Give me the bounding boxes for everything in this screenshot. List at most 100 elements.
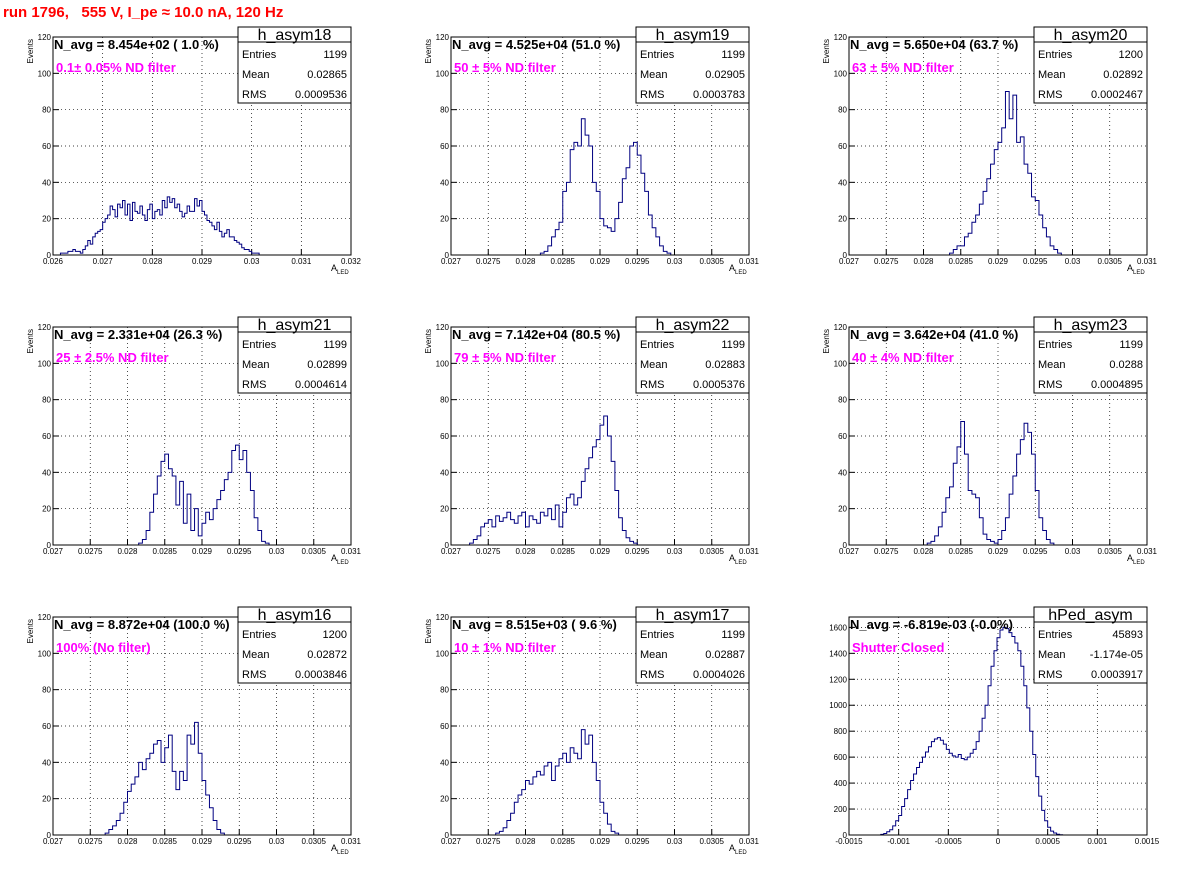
x-tick-label: -0.0005 xyxy=(935,837,963,846)
plot-frame xyxy=(848,36,1148,256)
x-tick-label: 0.0285 xyxy=(551,547,576,556)
x-tick-label: 0.029 xyxy=(988,547,1009,556)
x-tick-label: 0.03 xyxy=(667,257,683,266)
histogram-panel-h_asym22: 0.027 0.0275 0.028 0.0285 0.029 0.0295 0.03 0.0… xyxy=(424,316,760,566)
y-tick-label: 60 xyxy=(42,432,51,441)
histogram-panel-h_asym16: 0.027 0.0275 0.028 0.0285 0.029 0.0295 0.03 0.0… xyxy=(26,606,362,856)
histogram-name: hPed_asym xyxy=(1048,607,1133,624)
x-axis-label: ALED xyxy=(729,553,747,566)
x-tick-label: 0.027 xyxy=(43,547,64,556)
x-tick-label: 0.029 xyxy=(590,547,611,556)
x-tick-label: 0.026 xyxy=(43,257,64,266)
histogram-line xyxy=(57,196,339,256)
x-tick-label: 0.03 xyxy=(667,837,683,846)
y-tick-label: 60 xyxy=(440,142,449,151)
x-tick-label: 0.0275 xyxy=(476,547,501,556)
y-tick-label: 80 xyxy=(440,396,449,405)
stats-label: Entries xyxy=(1038,629,1073,641)
x-tick-label: 0.028 xyxy=(913,257,934,266)
y-tick-label: 0 xyxy=(445,251,450,260)
histogram-panel-h_asym19: 0.027 0.0275 0.028 0.0285 0.029 0.0295 0.03 0.0… xyxy=(424,26,760,276)
x-tick-label: 0.0295 xyxy=(625,547,650,556)
x-tick-label: 0.027 xyxy=(43,837,64,846)
stats-box xyxy=(237,316,352,394)
x-tick-label: 0.029 xyxy=(192,257,213,266)
y-axis-label: Events xyxy=(424,39,433,63)
filter-label: Shutter Closed xyxy=(852,640,945,655)
x-tick-label: 0.031 xyxy=(291,257,312,266)
x-tick-label: 0.0285 xyxy=(949,257,974,266)
stats-value: 0.0004026 xyxy=(693,669,745,681)
x-tick-label: 0.028 xyxy=(142,257,163,266)
x-tick-label: 0.0295 xyxy=(625,837,650,846)
stats-value: 45893 xyxy=(1112,629,1143,641)
x-axis-label: ALED xyxy=(729,263,747,276)
y-tick-label: 80 xyxy=(440,686,449,695)
x-axis-label-sub: LED xyxy=(1133,270,1145,276)
y-tick-label: 60 xyxy=(440,722,449,731)
stats-value: 0.0288 xyxy=(1109,359,1143,371)
x-tick-label: 0.03 xyxy=(269,547,285,556)
y-tick-label: 80 xyxy=(838,396,847,405)
x-tick-label: 0.0295 xyxy=(1023,257,1048,266)
stats-label: RMS xyxy=(242,669,266,681)
stats-value: 1199 xyxy=(721,339,745,351)
stats-label: Entries xyxy=(640,629,675,641)
y-axis-label: Events xyxy=(26,619,35,643)
stats-label: Entries xyxy=(1038,339,1073,351)
histogram-name: h_asym16 xyxy=(258,607,332,624)
filter-label: 63 ± 5% ND filter xyxy=(852,60,954,75)
navg-label: N_avg = 5.650e+04 (63.7 %) xyxy=(850,37,1018,52)
y-tick-label: 20 xyxy=(42,795,51,804)
y-tick-label: 20 xyxy=(440,505,449,514)
y-tick-label: 80 xyxy=(42,106,51,115)
y-tick-label: 60 xyxy=(838,432,847,441)
filter-label: 40 ± 4% ND filter xyxy=(852,350,954,365)
x-axis-label: ALED xyxy=(331,263,349,276)
x-tick-label: 0.0015 xyxy=(1135,837,1160,846)
y-axis-label: Events xyxy=(424,619,433,643)
stats-value: 0.02905 xyxy=(705,69,745,81)
y-axis-label: Events xyxy=(822,329,831,353)
x-axis-label-main: A xyxy=(729,263,735,273)
y-tick-label: 20 xyxy=(838,505,847,514)
stats-value: 0.0004614 xyxy=(295,379,347,391)
x-tick-label: 0.027 xyxy=(839,257,860,266)
x-axis-label-sub: LED xyxy=(735,270,747,276)
y-tick-label: 800 xyxy=(834,727,848,736)
x-tick-label: 0.03 xyxy=(244,257,260,266)
x-tick-label: 0.0285 xyxy=(551,837,576,846)
y-tick-label: 100 xyxy=(436,649,450,658)
y-tick-label: 60 xyxy=(838,142,847,151)
plot-frame xyxy=(450,326,750,546)
histogram-name: h_asym19 xyxy=(656,27,730,44)
stats-label: RMS xyxy=(640,89,664,101)
navg-label: N_avg = 7.142e+04 (80.5 %) xyxy=(452,327,620,342)
stats-box xyxy=(237,26,352,104)
stats-label: Mean xyxy=(640,69,668,81)
x-tick-label: 0.0275 xyxy=(874,547,899,556)
x-tick-label: 0.027 xyxy=(93,257,114,266)
x-tick-label: 0.029 xyxy=(590,257,611,266)
x-axis-label-main: A xyxy=(729,553,735,563)
filter-label: 0.1± 0.05% ND filter xyxy=(56,60,176,75)
y-tick-label: 0 xyxy=(445,831,450,840)
x-tick-label: 0.029 xyxy=(988,257,1009,266)
navg-label: N_avg = 3.642e+04 (41.0 %) xyxy=(850,327,1018,342)
plot-frame xyxy=(52,36,352,256)
x-tick-label: 0.001 xyxy=(1087,837,1108,846)
x-tick-label: 0.027 xyxy=(441,257,462,266)
y-tick-label: 100 xyxy=(38,649,52,658)
stats-label: RMS xyxy=(1038,669,1062,681)
stats-label: RMS xyxy=(1038,89,1062,101)
y-tick-label: 400 xyxy=(834,779,848,788)
y-axis-label: Events xyxy=(424,329,433,353)
stats-box xyxy=(237,606,352,684)
histogram-name: h_asym22 xyxy=(656,317,730,334)
y-tick-label: 20 xyxy=(440,795,449,804)
x-tick-label: 0.0275 xyxy=(476,257,501,266)
stats-value: -1.174e-05 xyxy=(1090,649,1143,661)
x-tick-label: 0.0275 xyxy=(874,257,899,266)
x-tick-label: 0.0285 xyxy=(949,547,974,556)
